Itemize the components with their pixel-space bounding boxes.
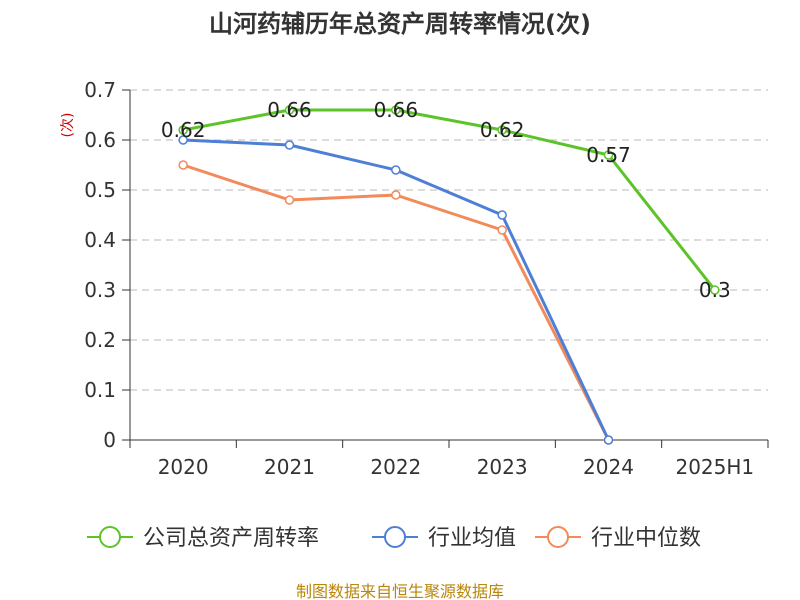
legend-label: 行业中位数 — [591, 526, 701, 551]
y-tick-label: 0.3 — [84, 278, 116, 302]
data-point — [391, 165, 401, 175]
x-tick-label: 2020 — [158, 455, 209, 479]
data-point — [284, 140, 295, 150]
y-tick-label: 0.6 — [84, 128, 116, 152]
data-label: 0.62 — [480, 118, 525, 142]
y-tick-label: 0 — [103, 428, 116, 452]
data-label: 0.62 — [161, 118, 206, 142]
data-point — [284, 105, 295, 115]
data-point — [178, 160, 188, 170]
data-point — [178, 125, 188, 135]
legend-marker — [547, 526, 569, 548]
data-point — [391, 190, 401, 200]
data-label: 0.66 — [374, 98, 419, 122]
y-tick-label: 0.2 — [84, 328, 116, 352]
series-lines — [178, 105, 720, 445]
y-axis-title: (次) — [60, 113, 76, 138]
data-point — [391, 105, 401, 115]
data-point — [497, 210, 507, 220]
data-label: 0.66 — [267, 98, 312, 122]
data-point — [284, 195, 295, 205]
axes: 0 0.1 0.2 0.3 0.4 0.5 0.6 0.7 2020 2021 2022 2023 20… — [84, 78, 769, 479]
y-tick-label: 0.5 — [84, 178, 116, 202]
y-tick-label: 0.4 — [84, 228, 116, 252]
y-tick-label: 0.7 — [84, 78, 116, 102]
legend-marker — [384, 526, 406, 548]
data-label: 0.3 — [699, 278, 731, 302]
legend-marker — [99, 526, 121, 548]
legend: 公司总资产周转率 行业均值 行业中位数 — [87, 526, 701, 551]
data-label: 0.57 — [586, 143, 631, 167]
x-tick-label: 2021 — [264, 455, 315, 479]
data-point — [603, 150, 614, 160]
x-tick-label: 2025H1 — [675, 455, 754, 479]
chart-title: 山河药辅历年总资产周转率情况(次) — [209, 10, 591, 38]
data-labels: 0.62 0.66 0.66 0.62 0.57 0.3 — [161, 98, 731, 302]
x-tick-label: 2024 — [583, 455, 634, 479]
legend-label: 公司总资产周转率 — [143, 526, 319, 551]
series-line — [182, 108, 717, 291]
data-point — [497, 225, 507, 235]
data-point — [603, 435, 614, 445]
legend-label: 行业均值 — [428, 526, 516, 551]
data-point — [710, 285, 720, 295]
data-point — [178, 135, 188, 145]
x-tick-label: 2023 — [477, 455, 528, 479]
x-tick-label: 2022 — [370, 455, 421, 479]
source-note: 制图数据来自恒生聚源数据库 — [295, 582, 504, 600]
data-point — [497, 125, 507, 135]
grid-lines — [130, 89, 768, 391]
y-tick-label: 0.1 — [84, 378, 116, 402]
